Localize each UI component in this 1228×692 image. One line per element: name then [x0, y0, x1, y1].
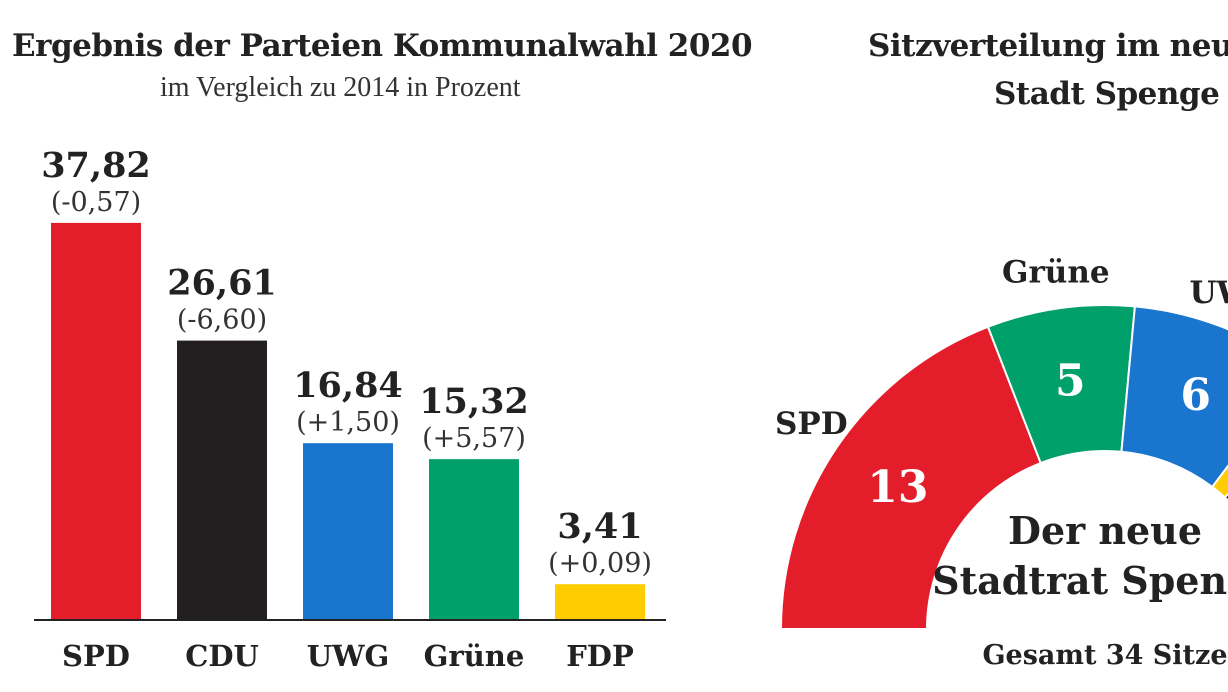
seat-segment-0	[779, 325, 1042, 630]
bar-change-label-2: (+1,50)	[296, 407, 400, 438]
bar-value-label-0: 37,82	[41, 145, 151, 186]
bar-4	[555, 584, 645, 620]
bar-1	[177, 340, 267, 620]
seat-chart-total: Gesamt 34 Sitze	[982, 640, 1227, 671]
x-tick-label-1: CDU	[185, 639, 259, 673]
bar-chart: 37,82(-0,57) 26,61(-6,60) 16,84(+1,50) 15,3…	[34, 145, 666, 673]
seat-chart-title: Sitzverteilung im neuen Rat der	[868, 28, 1228, 64]
x-tick-label-3: Grüne	[424, 639, 525, 673]
seat-party-label-2: UWG	[1189, 275, 1228, 311]
bar-value-label-2: 16,84	[293, 365, 403, 406]
seat-segment-4	[1223, 492, 1228, 502]
seat-chart: 13SPD5Grüne6UWG1FDP9CDU Der neue Stadtra…	[775, 254, 1228, 671]
bar-change-label-0: (-0,57)	[51, 187, 141, 218]
seat-count-0: 13	[867, 462, 928, 513]
seat-chart-center-line2: Stadtrat Spenge	[932, 558, 1228, 603]
seat-count-2: 6	[1180, 370, 1211, 421]
bar-chart-title: Ergebnis der Parteien Kommunalwahl 2020	[12, 28, 753, 64]
bar-change-label-4: (+0,09)	[548, 548, 652, 579]
bar-2	[303, 443, 393, 620]
seat-count-1: 5	[1055, 355, 1086, 406]
bar-value-label-4: 3,41	[557, 506, 642, 547]
seat-chart-title-clip: Sitzverteilung im neuen Rat der Stadt Sp…	[860, 26, 1228, 126]
bar-value-label-3: 15,32	[419, 381, 529, 422]
seat-party-label-1: Grüne	[1002, 254, 1110, 290]
seat-segment-2	[1120, 305, 1228, 489]
seat-party-label-0: SPD	[775, 406, 848, 442]
bars-layer: 37,82(-0,57) 26,61(-6,60) 16,84(+1,50) 15,3…	[41, 145, 652, 620]
x-tick-label-4: FDP	[566, 639, 634, 673]
bar-change-label-1: (-6,60)	[177, 305, 267, 336]
x-tick-label-2: UWG	[307, 639, 390, 673]
bar-value-label-1: 26,61	[167, 263, 277, 304]
bar-chart-subtitle: im Vergleich zu 2014 in Prozent	[160, 72, 521, 103]
bar-0	[51, 222, 141, 620]
x-tick-label-0: SPD	[62, 639, 130, 673]
ticks-layer: SPD CDU UWG Grüne FDP	[62, 639, 634, 673]
seat-layer: 13SPD5Grüne6UWG1FDP9CDU	[775, 254, 1228, 630]
bar-change-label-3: (+5,57)	[422, 423, 526, 454]
seat-chart-center-line1: Der neue	[1008, 508, 1202, 553]
seat-chart-title-line2: Stadt Spenge	[994, 76, 1220, 112]
bar-3	[429, 459, 519, 620]
